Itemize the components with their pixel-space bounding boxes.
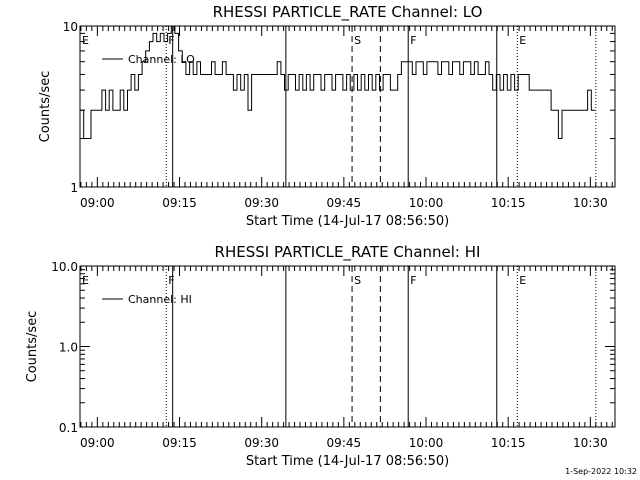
x-tick-label: 10:15 xyxy=(491,436,526,450)
chart-panel-1: RHESSI PARTICLE_RATE Channel: LO Start Ti… xyxy=(38,3,616,229)
series-line-1 xyxy=(80,25,595,139)
legend-label: Channel: HI xyxy=(128,293,192,306)
x-tick-label: 09:30 xyxy=(244,196,279,210)
x-tick-label: 10:00 xyxy=(409,436,444,450)
event-marker-label: E xyxy=(82,34,89,47)
x-tick-label: 10:30 xyxy=(573,436,608,450)
event-marker-label: F xyxy=(168,34,174,47)
event-marker-label: S xyxy=(354,274,361,287)
y-tick-label: 1.0 xyxy=(59,341,78,355)
chart-panel-2: RHESSI PARTICLE_RATE Channel: HI Start Ti… xyxy=(25,243,616,469)
x-tick-label: 09:00 xyxy=(80,196,115,210)
y-tick-label: 0.1 xyxy=(59,421,78,435)
event-marker-label: F xyxy=(168,274,174,287)
event-marker-label: E xyxy=(519,34,526,47)
event-marker-label: F xyxy=(410,274,416,287)
event-marker-label: F xyxy=(410,34,416,47)
y-tick-label: 1 xyxy=(70,181,78,195)
x-axis-label: Start Time (14-Jul-17 08:56:50) xyxy=(246,214,449,229)
plot-frame xyxy=(79,25,616,188)
chart-title: RHESSI PARTICLE_RATE Channel: LO xyxy=(213,3,483,22)
y-axis-label: Counts/sec xyxy=(38,71,53,143)
x-axis-label: Start Time (14-Jul-17 08:56:50) xyxy=(246,454,449,469)
event-marker-label: E xyxy=(519,274,526,287)
chart-panels: RHESSI PARTICLE_RATE Channel: LO Start Ti… xyxy=(25,3,616,469)
x-tick-label: 09:30 xyxy=(244,436,279,450)
y-axis-label: Counts/sec xyxy=(25,311,40,383)
footer-timestamp: 1-Sep-2022 10:32 xyxy=(565,467,637,476)
x-tick-label: 09:15 xyxy=(162,436,197,450)
event-marker-label: S xyxy=(354,34,361,47)
x-tick-label: 10:15 xyxy=(491,196,526,210)
x-tick-label: 09:00 xyxy=(80,436,115,450)
event-marker-label: E xyxy=(82,274,89,287)
y-tick-label: 10 xyxy=(63,20,78,34)
x-tick-label: 10:30 xyxy=(573,196,608,210)
chart-title: RHESSI PARTICLE_RATE Channel: HI xyxy=(215,243,481,262)
x-tick-label: 09:45 xyxy=(327,436,362,450)
x-tick-label: 09:15 xyxy=(162,196,197,210)
x-tick-label: 09:45 xyxy=(327,196,362,210)
x-tick-label: 10:00 xyxy=(409,196,444,210)
legend-label: Channel: LO xyxy=(128,53,195,66)
y-tick-label: 10.0 xyxy=(51,260,78,274)
